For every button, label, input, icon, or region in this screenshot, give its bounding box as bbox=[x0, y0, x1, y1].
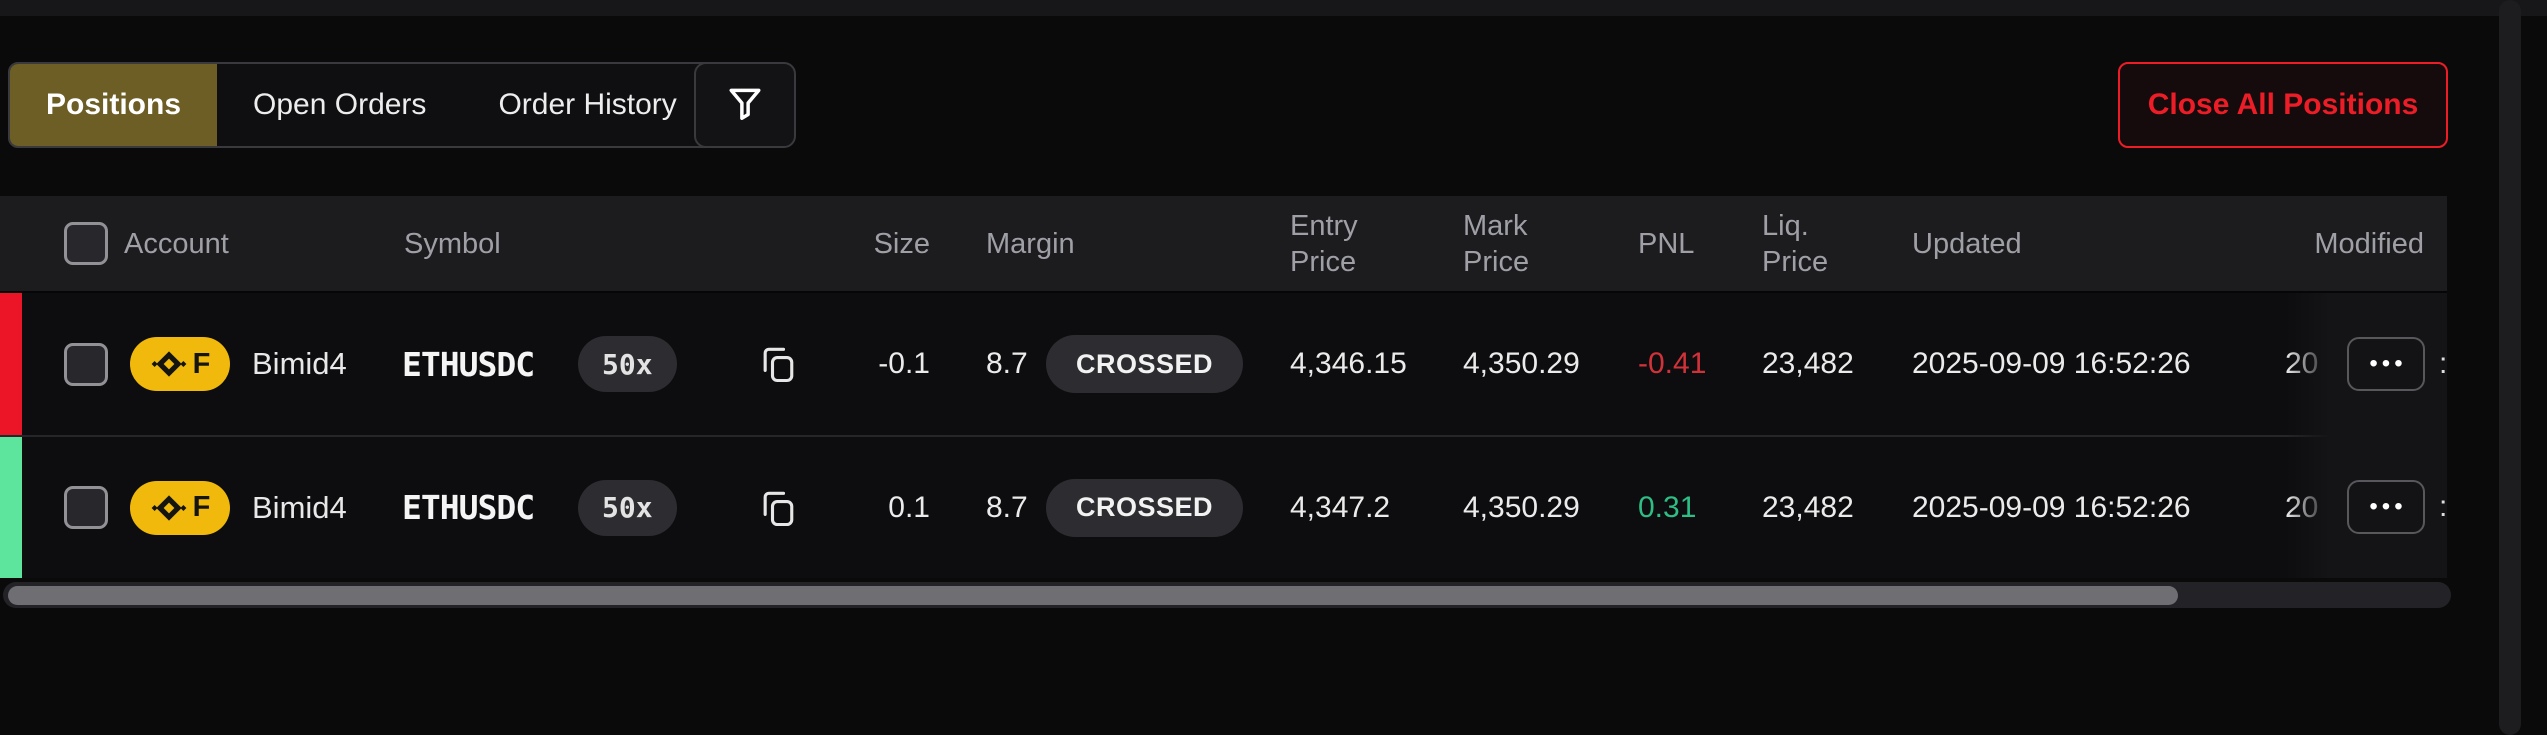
symbol: ETHUSDC bbox=[402, 344, 535, 384]
leverage-badge: 50x bbox=[578, 293, 677, 435]
copy-button[interactable] bbox=[756, 293, 800, 435]
clipped-text-fragment: : bbox=[2439, 347, 2447, 380]
funnel-icon bbox=[723, 82, 767, 128]
checkbox-icon bbox=[64, 486, 108, 529]
tab-group: Positions Open Orders Order History bbox=[8, 62, 715, 148]
margin-value: 8.7 bbox=[986, 347, 1028, 380]
col-size: Size bbox=[873, 227, 930, 260]
col-updated: Updated bbox=[1912, 227, 2022, 260]
checkbox-icon bbox=[64, 222, 108, 265]
margin-value: 8.7 bbox=[986, 490, 1028, 524]
binance-logo-icon bbox=[150, 489, 188, 527]
filter-button[interactable] bbox=[694, 62, 796, 148]
exchange-badge: F bbox=[130, 293, 230, 435]
tab-order-history[interactable]: Order History bbox=[498, 88, 677, 121]
pnl-value: -0.41 bbox=[1638, 347, 1707, 380]
copy-button[interactable] bbox=[756, 437, 800, 578]
ellipsis-icon: ••• bbox=[2369, 493, 2407, 520]
clipped-text-fragment: : bbox=[2439, 490, 2447, 523]
copy-icon bbox=[756, 342, 800, 386]
row-checkbox[interactable] bbox=[64, 293, 108, 435]
symbol: ETHUSDC bbox=[402, 488, 535, 527]
short-side-bar bbox=[0, 293, 22, 435]
more-actions-button[interactable]: ••• bbox=[2347, 337, 2425, 391]
horizontal-scrollbar-thumb[interactable] bbox=[8, 586, 2178, 605]
col-liq-price: Liq. Price bbox=[1762, 209, 1829, 278]
account-name: Bimid4 bbox=[252, 346, 347, 381]
futures-flag: F bbox=[192, 347, 211, 380]
long-side-bar bbox=[0, 437, 22, 578]
ellipsis-icon: ••• bbox=[2369, 350, 2407, 377]
col-entry-price: Entry Price bbox=[1290, 209, 1358, 278]
margin-mode-badge: CROSSED bbox=[1046, 437, 1244, 578]
futures-flag: F bbox=[192, 491, 211, 523]
close-all-positions-button[interactable]: Close All Positions bbox=[2118, 62, 2448, 148]
account-name: Bimid4 bbox=[252, 489, 347, 525]
table-header: Account Symbol Size Margin Entry Price M… bbox=[0, 196, 2447, 293]
updated-value: 2025-09-09 16:52:26 bbox=[1912, 347, 2191, 380]
col-symbol: Symbol bbox=[404, 227, 501, 260]
tab-positions[interactable]: Positions bbox=[10, 64, 218, 146]
mark-price-value: 4,350.29 bbox=[1463, 347, 1580, 380]
liq-price-value: 23,482 bbox=[1762, 490, 1854, 524]
binance-logo-icon bbox=[150, 345, 188, 383]
updated-value: 2025-09-09 16:52:26 bbox=[1912, 490, 2191, 524]
col-account: Account bbox=[124, 227, 229, 260]
mark-price-value: 4,350.29 bbox=[1463, 490, 1580, 524]
pnl-value: 0.31 bbox=[1638, 490, 1697, 524]
col-margin: Margin bbox=[986, 227, 1075, 260]
copy-icon bbox=[756, 486, 800, 530]
entry-price-value: 4,346.15 bbox=[1290, 347, 1407, 380]
tab-open-orders[interactable]: Open Orders bbox=[253, 88, 427, 121]
size-value: 0.1 bbox=[888, 490, 930, 524]
row-checkbox[interactable] bbox=[64, 437, 108, 578]
row-actions-column: ••• : ••• : bbox=[2286, 293, 2447, 578]
vertical-scrollbar[interactable] bbox=[2499, 0, 2521, 735]
exchange-badge: F bbox=[130, 437, 230, 578]
checkbox-icon bbox=[64, 342, 108, 386]
col-mark-price: Mark Price bbox=[1463, 209, 1530, 278]
top-divider bbox=[0, 0, 2547, 16]
margin-mode-badge: CROSSED bbox=[1046, 293, 1244, 435]
entry-price-value: 4,347.2 bbox=[1290, 490, 1391, 524]
row-divider bbox=[0, 435, 2447, 437]
size-value: -0.1 bbox=[878, 347, 930, 380]
position-row-long: F Bimid4 ETHUSDC 50x 0.1 8.7 CROSSED 4,3… bbox=[0, 437, 2447, 578]
liq-price-value: 23,482 bbox=[1762, 347, 1854, 380]
col-pnl: PNL bbox=[1638, 227, 1695, 260]
leverage-badge: 50x bbox=[578, 437, 677, 578]
more-actions-button[interactable]: ••• bbox=[2347, 480, 2425, 534]
col-modified: Modified bbox=[2314, 227, 2424, 260]
select-all-checkbox[interactable] bbox=[64, 196, 108, 291]
position-row-short: F Bimid4 ETHUSDC 50x -0.1 8.7 CROSSED 4,… bbox=[0, 293, 2447, 435]
